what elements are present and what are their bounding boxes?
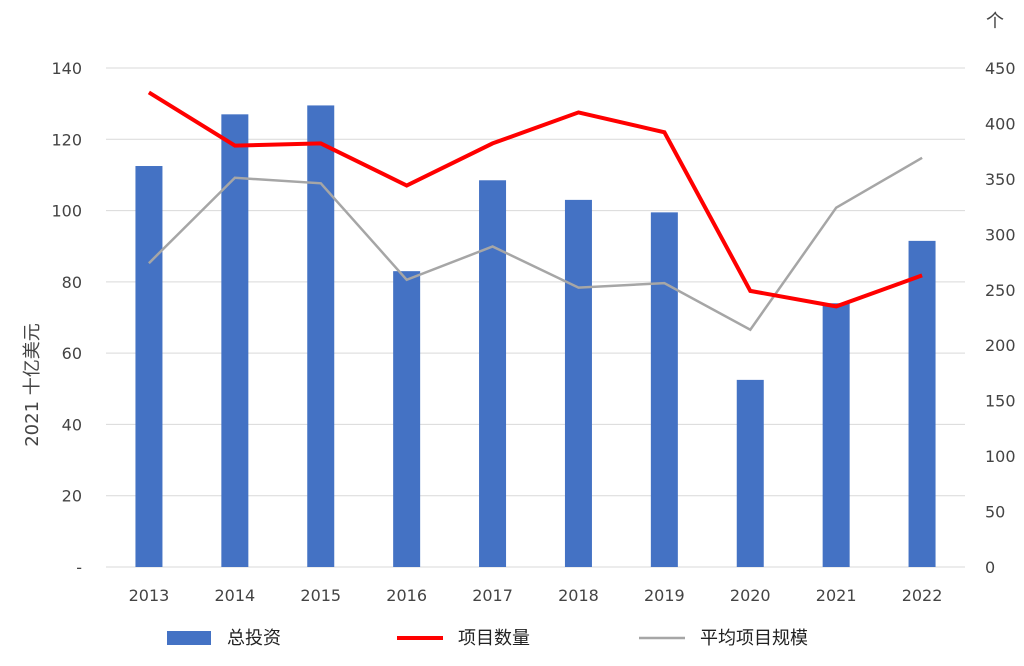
right-tick-label: 0 — [985, 558, 995, 577]
line-series — [147, 90, 923, 332]
x-tick-label: 2022 — [902, 586, 943, 605]
x-tick-label: 2016 — [386, 586, 427, 605]
x-tick-label: 2019 — [644, 586, 685, 605]
x-tick-label: 2017 — [472, 586, 513, 605]
left-tick-label: 100 — [51, 202, 82, 221]
bar-total-investment — [307, 105, 335, 568]
left-tick-label: 60 — [62, 344, 82, 363]
line-project-count — [147, 90, 923, 309]
bar-total-investment — [135, 166, 163, 567]
right-tick-label: 100 — [985, 447, 1016, 466]
legend-swatch-bar — [167, 631, 211, 645]
right-tick-label: 250 — [985, 281, 1016, 300]
line-average-project-size — [148, 156, 923, 332]
legend-item-project-count: 项目数量 — [397, 628, 530, 649]
right-tick-label: 50 — [985, 503, 1005, 522]
right-tick-label: 450 — [985, 59, 1016, 78]
x-tick-label: 2020 — [730, 586, 771, 605]
left-tick-label: - — [76, 558, 82, 577]
legend-item-total-investment: 总投资 — [167, 628, 281, 649]
left-tick-label: 120 — [51, 130, 82, 149]
right-axis-title: 个 — [986, 11, 1004, 32]
x-tick-label: 2018 — [558, 586, 599, 605]
bar-series — [135, 105, 936, 568]
legend-label-project-count: 项目数量 — [458, 628, 530, 649]
right-tick-label: 400 — [985, 114, 1016, 133]
bar-total-investment — [822, 303, 850, 567]
left-tick-label: 140 — [51, 59, 82, 78]
right-tick-label: 150 — [985, 392, 1016, 411]
left-axis-ticks: - 20 40 60 80 100 120 140 — [51, 59, 82, 577]
x-tick-label: 2014 — [214, 586, 255, 605]
left-tick-label: 40 — [62, 415, 82, 434]
x-tick-label: 2015 — [300, 586, 341, 605]
right-axis-ticks: 0 50 100 150 200 250 300 350 400 450 — [985, 59, 1016, 577]
x-axis-ticks: 2013 2014 2015 2016 2017 2018 2019 2020 2021 2022 — [129, 586, 943, 605]
right-tick-label: 200 — [985, 336, 1016, 355]
bar-total-investment — [221, 114, 249, 567]
legend: 总投资 项目数量 平均项目规模 — [167, 628, 808, 649]
right-tick-label: 300 — [985, 225, 1016, 244]
bar-total-investment — [736, 379, 764, 567]
gridlines — [106, 67, 965, 568]
legend-label-total-investment: 总投资 — [227, 628, 281, 649]
bar-total-investment — [564, 199, 592, 567]
bar-total-investment — [479, 180, 507, 567]
bar-total-investment — [393, 271, 421, 567]
bar-total-investment — [908, 240, 936, 567]
left-tick-label: 20 — [62, 487, 82, 506]
x-tick-label: 2021 — [816, 586, 857, 605]
legend-label-average-project-size: 平均项目规模 — [700, 628, 808, 649]
left-tick-label: 80 — [62, 273, 82, 292]
right-tick-label: 350 — [985, 170, 1016, 189]
x-tick-label: 2013 — [129, 586, 170, 605]
bar-total-investment — [650, 212, 678, 567]
left-axis-title: 2021 十亿美元 — [22, 323, 43, 447]
legend-item-average-project-size: 平均项目规模 — [639, 628, 808, 649]
